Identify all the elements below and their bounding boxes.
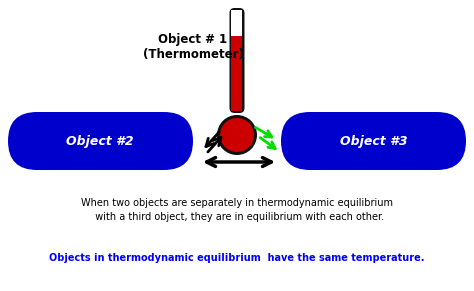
- Circle shape: [220, 118, 254, 152]
- FancyBboxPatch shape: [231, 36, 243, 111]
- Text: Object # 1
(Thermometer): Object # 1 (Thermometer): [143, 33, 244, 61]
- Text: Object #3: Object #3: [340, 134, 408, 148]
- Text: Objects in thermodynamic equilibrium  have the same temperature.: Objects in thermodynamic equilibrium hav…: [49, 253, 425, 263]
- Circle shape: [217, 115, 257, 155]
- FancyBboxPatch shape: [8, 112, 193, 170]
- FancyBboxPatch shape: [231, 10, 243, 38]
- Text: Object #2: Object #2: [66, 134, 134, 148]
- Text: When two objects are separately in thermodynamic equilibrium
  with a third obje: When two objects are separately in therm…: [81, 198, 393, 222]
- FancyBboxPatch shape: [229, 8, 245, 113]
- FancyBboxPatch shape: [281, 112, 466, 170]
